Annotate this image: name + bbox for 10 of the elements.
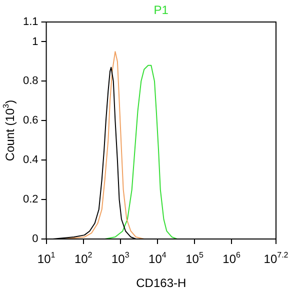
y-tick-label: 0.8: [22, 75, 38, 88]
y-axis-title: Count (103): [2, 100, 17, 162]
y-tick-label: 0: [32, 233, 38, 246]
y-tick-label: 0.6: [22, 114, 38, 127]
y-tick-label: 0.4: [22, 154, 38, 166]
y-tick-label: 0.2: [22, 194, 38, 206]
chart-title: P1: [154, 3, 169, 17]
y-tick-label: 1.1: [22, 16, 38, 28]
x-axis-title: CD163-H: [136, 276, 186, 290]
y-tick-label: 1: [32, 36, 38, 48]
